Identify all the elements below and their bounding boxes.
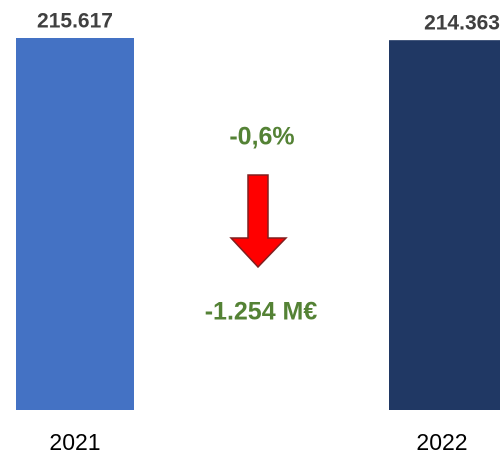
bar bbox=[16, 38, 134, 410]
change-absolute: -1.254 M€ bbox=[205, 298, 318, 326]
change-percent: -0,6% bbox=[229, 123, 294, 151]
x-tick-label: 2021 bbox=[49, 429, 100, 455]
value-label: 215.617 bbox=[37, 10, 113, 33]
down-arrow bbox=[229, 174, 288, 269]
x-tick-label: 2022 bbox=[416, 429, 467, 455]
value-label: 214.363 bbox=[424, 12, 500, 35]
bar bbox=[389, 40, 500, 410]
